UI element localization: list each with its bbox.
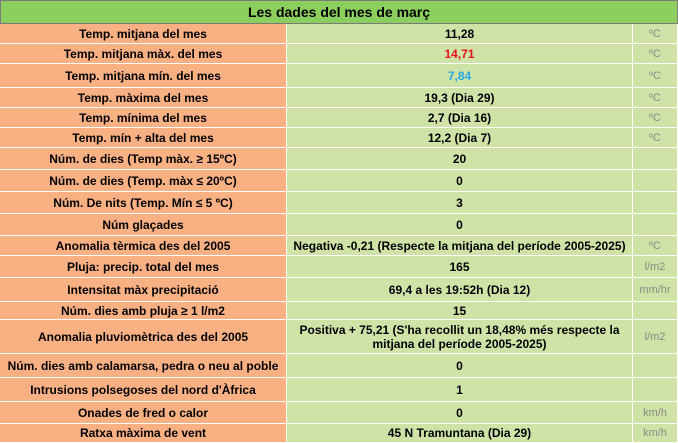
row-value: 15 xyxy=(287,302,633,320)
row-unit xyxy=(633,148,678,170)
row-value: 20 xyxy=(287,148,633,170)
row-unit xyxy=(633,170,678,192)
row-unit: ºC xyxy=(633,44,678,64)
row-unit: ºC xyxy=(633,128,678,148)
row-label: Intensitat màx precipitació xyxy=(0,278,287,302)
table-row: Temp. mínima del mes 2,7 (Dia 16) ºC xyxy=(0,108,678,128)
table-row: Anomalia pluviomètrica des del 2005 Posit… xyxy=(0,320,678,354)
row-value: 0 xyxy=(287,354,633,378)
table-row: Núm. De nits (Temp. Mín ≤ 5 ºC) 3 xyxy=(0,192,678,214)
table-row: Núm. de dies (Temp. màx ≤ 20ºC) 0 xyxy=(0,170,678,192)
table-row: Anomalia tèrmica des del 2005 Negativa -0… xyxy=(0,236,678,256)
row-value: 12,2 (Dia 7) xyxy=(287,128,633,148)
row-unit: ºC xyxy=(633,64,678,88)
row-value: Positiva + 75,21 (S'ha recollit un 18,48… xyxy=(287,320,633,354)
row-label: Núm glaçades xyxy=(0,214,287,236)
table-row: Temp. màxima del mes 19,3 (Dia 29) ºC xyxy=(0,88,678,108)
row-unit xyxy=(633,302,678,320)
row-value: 69,4 a les 19:52h (Dia 12) xyxy=(287,278,633,302)
row-label: Anomalia tèrmica des del 2005 xyxy=(0,236,287,256)
row-value: 1 xyxy=(287,378,633,402)
row-value: 0 xyxy=(287,170,633,192)
row-unit xyxy=(633,354,678,378)
table-row: Onades de fred o calor 0 km/h xyxy=(0,402,678,424)
row-value: 3 xyxy=(287,192,633,214)
row-label: Temp. mitjana màx. del mes xyxy=(0,44,287,64)
row-label: Núm. dies amb calamarsa, pedra o neu al … xyxy=(0,354,287,378)
row-unit: l/m2 xyxy=(633,256,678,278)
row-unit xyxy=(633,192,678,214)
row-unit xyxy=(633,214,678,236)
row-unit: ºC xyxy=(633,88,678,108)
table-row: Núm. dies amb calamarsa, pedra o neu al … xyxy=(0,354,678,378)
row-unit: mm/hr xyxy=(633,278,678,302)
row-value: 0 xyxy=(287,214,633,236)
row-unit: ºC xyxy=(633,24,678,44)
row-value: 14,71 xyxy=(287,44,633,64)
row-label: Núm. de dies (Temp. màx ≤ 20ºC) xyxy=(0,170,287,192)
row-label: Núm. De nits (Temp. Mín ≤ 5 ºC) xyxy=(0,192,287,214)
row-label: Anomalia pluviomètrica des del 2005 xyxy=(0,320,287,354)
row-unit: l/m2 xyxy=(633,320,678,354)
row-value: 165 xyxy=(287,256,633,278)
row-value: 11,28 xyxy=(287,24,633,44)
row-label: Pluja: precip. total del mes xyxy=(0,256,287,278)
row-unit: ºC xyxy=(633,236,678,256)
row-label: Onades de fred o calor xyxy=(0,402,287,424)
table-title: Les dades del mes de març xyxy=(0,0,678,24)
table-row: Temp. mitjana del mes 11,28 ºC xyxy=(0,24,678,44)
table-row: Pluja: precip. total del mes 165 l/m2 xyxy=(0,256,678,278)
table-row: Temp. mín + alta del mes 12,2 (Dia 7) ºC xyxy=(0,128,678,148)
row-label: Temp. mitjana del mes xyxy=(0,24,287,44)
row-label: Ratxa màxima de vent xyxy=(0,424,287,443)
row-value: 19,3 (Dia 29) xyxy=(287,88,633,108)
table-row: Núm. de dies (Temp màx. ≥ 15ºC) 20 xyxy=(0,148,678,170)
table-row: Temp. mitjana màx. del mes 14,71 ºC xyxy=(0,44,678,64)
table-row: Núm glaçades 0 xyxy=(0,214,678,236)
table-row: Temp. mitjana mín. del mes 7,84 ºC xyxy=(0,64,678,88)
row-label: Núm. dies amb pluja ≥ 1 l/m2 xyxy=(0,302,287,320)
row-unit: km/h xyxy=(633,424,678,443)
row-label: Intrusions polsegoses del nord d'Àfrica xyxy=(0,378,287,402)
row-label: Temp. mín + alta del mes xyxy=(0,128,287,148)
row-label: Núm. de dies (Temp màx. ≥ 15ºC) xyxy=(0,148,287,170)
table-row: Ratxa màxima de vent 45 N Tramuntana (Dia… xyxy=(0,424,678,443)
row-unit xyxy=(633,378,678,402)
row-label: Temp. màxima del mes xyxy=(0,88,287,108)
row-unit: ºC xyxy=(633,108,678,128)
row-value: 0 xyxy=(287,402,633,424)
row-value: 7,84 xyxy=(287,64,633,88)
row-value: 45 N Tramuntana (Dia 29) xyxy=(287,424,633,443)
row-unit: km/h xyxy=(633,402,678,424)
row-label: Temp. mitjana mín. del mes xyxy=(0,64,287,88)
row-label: Temp. mínima del mes xyxy=(0,108,287,128)
table-row: Intrusions polsegoses del nord d'Àfrica 1 xyxy=(0,378,678,402)
table-row: Intensitat màx precipitació 69,4 a les 19… xyxy=(0,278,678,302)
table-row: Núm. dies amb pluja ≥ 1 l/m2 15 xyxy=(0,302,678,320)
row-value: Negativa -0,21 (Respecte la mitjana del … xyxy=(287,236,633,256)
row-value: 2,7 (Dia 16) xyxy=(287,108,633,128)
